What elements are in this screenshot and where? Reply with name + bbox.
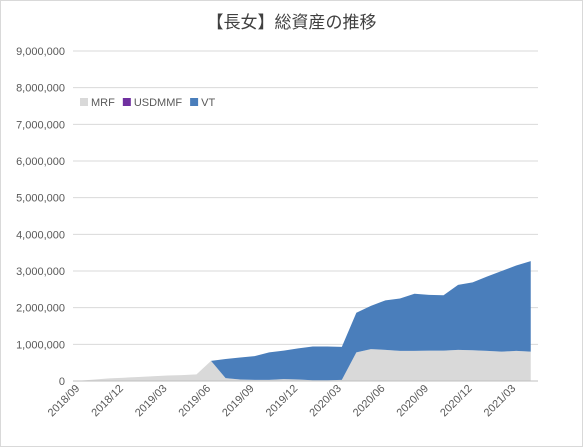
y-tick-label: 5,000,000 <box>16 193 65 205</box>
x-tick-label: 2020/03 <box>307 383 344 420</box>
x-tick-label: 2019/06 <box>177 383 214 420</box>
y-axis-tick-labels: 0 1,000,000 2,000,000 3,000,000 4,000,000 5,0… <box>16 46 65 388</box>
area-series <box>80 261 531 381</box>
legend-label-usdmmf: USDMMF <box>134 97 183 109</box>
y-tick-label: 2,000,000 <box>16 303 65 315</box>
y-tick-label: 1,000,000 <box>16 339 65 351</box>
legend-swatch-vt <box>190 98 199 106</box>
x-tick-label: 2018/09 <box>46 383 83 420</box>
y-tick-label: 7,000,000 <box>16 119 65 131</box>
legend-swatch-usdmmf <box>122 98 131 106</box>
y-tick-label: 3,000,000 <box>16 266 65 278</box>
legend: MRF USDMMF VT <box>80 97 215 109</box>
x-tick-label: 2019/12 <box>264 383 301 420</box>
x-tick-label: 2018/12 <box>89 383 126 420</box>
y-tick-label: 0 <box>59 376 65 388</box>
y-tick-label: 6,000,000 <box>16 156 65 168</box>
x-tick-label: 2019/09 <box>220 383 257 420</box>
x-axis-tick-labels: 2018/09 2018/12 2019/03 2019/06 2019/09 2019/… <box>46 383 519 420</box>
legend-label-vt: VT <box>201 97 215 109</box>
x-tick-label: 2020/06 <box>351 383 388 420</box>
y-tick-label: 4,000,000 <box>16 229 65 241</box>
gridlines <box>73 50 538 345</box>
y-tick-label: 9,000,000 <box>16 46 65 58</box>
x-tick-label: 2019/03 <box>133 383 170 420</box>
area-vt <box>80 261 531 381</box>
legend-swatch-mrf <box>80 98 88 106</box>
x-tick-label: 2021/03 <box>482 383 519 420</box>
legend-label-mrf: MRF <box>91 97 115 109</box>
chart-title: 【長女】総資産の推移 <box>206 13 377 33</box>
y-tick-label: 8,000,000 <box>16 83 65 95</box>
x-tick-label: 2020/12 <box>438 383 475 420</box>
area-mrf <box>80 349 531 381</box>
x-tick-label: 2020/09 <box>395 383 432 420</box>
